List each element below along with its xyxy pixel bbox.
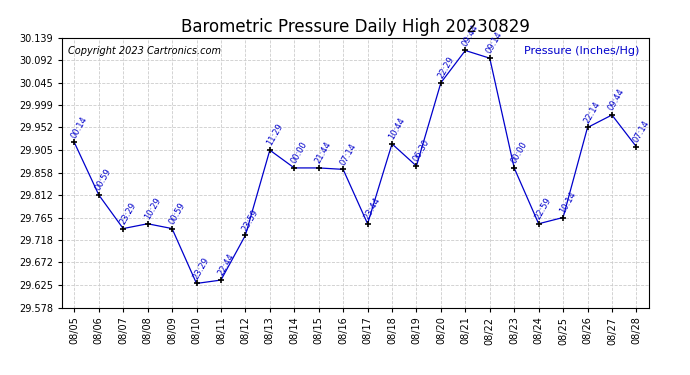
Text: 21:44: 21:44: [314, 140, 333, 165]
Text: 22:14: 22:14: [582, 100, 602, 125]
Text: 09:44: 09:44: [607, 87, 627, 112]
Text: 00:00: 00:00: [509, 140, 529, 165]
Text: 22:44: 22:44: [216, 252, 235, 277]
Text: 00:59: 00:59: [94, 167, 113, 192]
Text: 23:29: 23:29: [192, 255, 211, 280]
Text: 22:59: 22:59: [533, 196, 553, 221]
Text: 06:30: 06:30: [411, 138, 431, 163]
Text: 09:14: 09:14: [485, 30, 504, 56]
Text: 10:44: 10:44: [387, 116, 406, 141]
Text: Pressure (Inches/Hg): Pressure (Inches/Hg): [524, 46, 640, 56]
Text: 10:14: 10:14: [558, 190, 578, 215]
Text: 23:44: 23:44: [362, 196, 382, 221]
Text: 11:29: 11:29: [265, 122, 284, 147]
Text: 00:00: 00:00: [289, 140, 309, 165]
Title: Barometric Pressure Daily High 20230829: Barometric Pressure Daily High 20230829: [181, 18, 530, 36]
Text: 23:59: 23:59: [240, 207, 260, 232]
Text: 00:59: 00:59: [167, 201, 187, 226]
Text: 23:29: 23:29: [118, 201, 138, 226]
Text: 07:14: 07:14: [338, 141, 358, 166]
Text: Copyright 2023 Cartronics.com: Copyright 2023 Cartronics.com: [68, 46, 221, 56]
Text: 00:14: 00:14: [69, 115, 89, 140]
Text: 07:14: 07:14: [631, 119, 651, 144]
Text: 22:29: 22:29: [436, 55, 455, 80]
Text: 09:44: 09:44: [460, 22, 480, 48]
Text: 10:29: 10:29: [143, 196, 162, 221]
